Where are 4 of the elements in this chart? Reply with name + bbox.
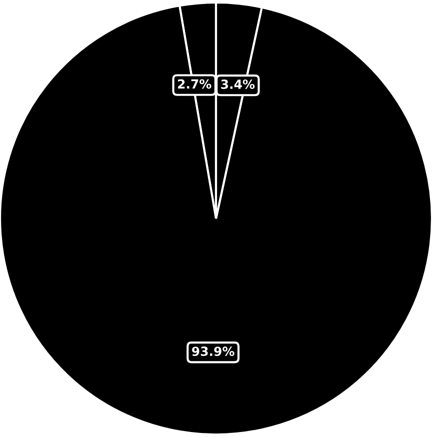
data-label: 3.4% [221, 80, 255, 89]
data-label: 2.7% [178, 79, 212, 89]
data-label: 93.9% [192, 346, 234, 356]
pie-slice [0, 4, 432, 436]
